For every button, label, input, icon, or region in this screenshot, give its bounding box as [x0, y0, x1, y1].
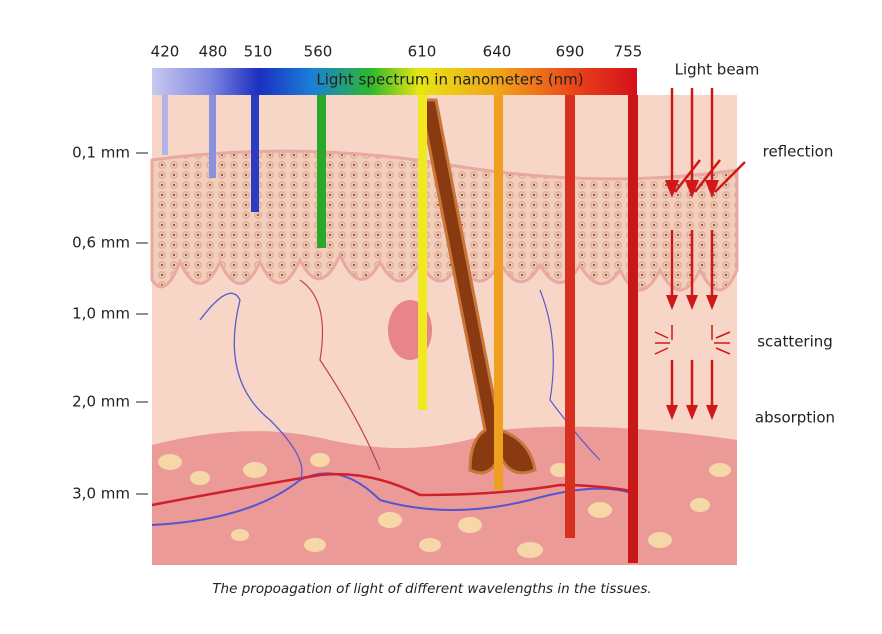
annotation: scattering — [757, 333, 833, 351]
wavelength-label: 755 — [614, 43, 643, 61]
caption: The propoagation of light of different w… — [212, 581, 651, 597]
depth-label: 3,0 mm — [72, 485, 130, 503]
depth-ticks — [136, 152, 148, 495]
fat-cells — [158, 453, 731, 558]
wavelength-label: 610 — [408, 43, 437, 61]
wavelength-label: 420 — [151, 43, 180, 61]
annotation: reflection — [763, 143, 834, 161]
depth-label: 1,0 mm — [72, 305, 130, 323]
wavelength-label: 690 — [556, 43, 585, 61]
annotation: absorption — [755, 409, 835, 427]
spectrum-label: Light spectrum in nanometers (nm) — [316, 71, 583, 89]
wavelength-label: 640 — [483, 43, 512, 61]
annotation: Light beam — [675, 61, 760, 79]
vessels — [151, 279, 638, 526]
wavelength-label: 510 — [244, 43, 273, 61]
wavelength-label: 480 — [199, 43, 228, 61]
depth-label: 0,6 mm — [72, 234, 130, 252]
depth-label: 0,1 mm — [72, 144, 130, 162]
spectrum-bar — [152, 68, 637, 95]
wavelength-label: 560 — [304, 43, 333, 61]
beam-arrows — [654, 88, 746, 420]
depth-label: 2,0 mm — [72, 393, 130, 411]
penetration-bars — [162, 95, 638, 563]
